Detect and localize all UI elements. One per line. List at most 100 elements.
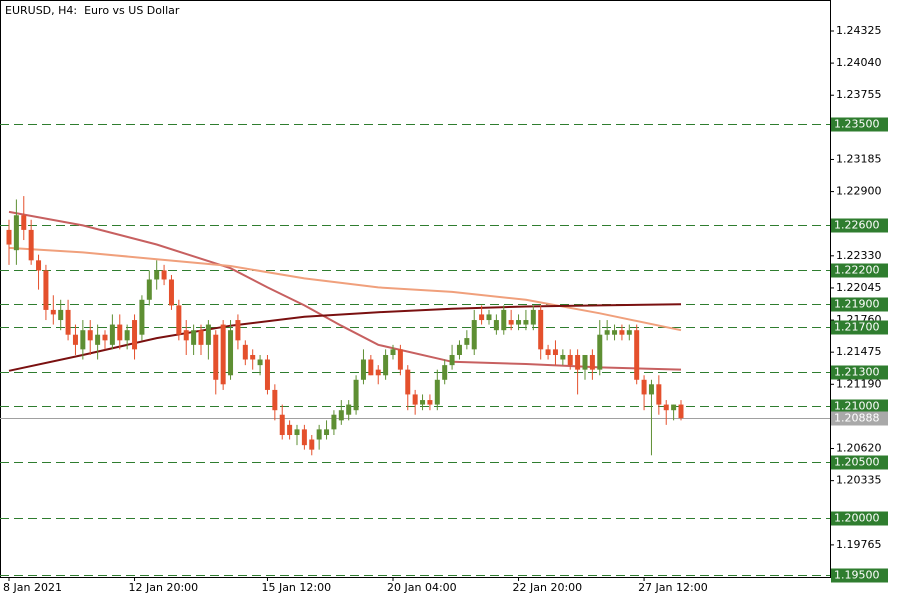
candle-body [154,270,160,280]
x-tick-label: 22 Jan 20:00 [513,581,583,594]
y-tick-label: 1.24040 [836,56,882,69]
candle-body [109,324,115,345]
candle-body [434,379,440,405]
level-label: 1.19500 [834,569,880,582]
candle-body [360,359,366,380]
level-label-box [831,117,888,132]
y-tick-label: 1.24325 [836,24,882,37]
x-tick-label: 15 Jan 12:00 [261,581,331,594]
candle-body [671,404,677,411]
candle-body [508,320,514,325]
candle-body [6,229,12,245]
candle-body [383,354,389,376]
candle-body [228,330,234,376]
candle-body [205,324,211,345]
chart-title: EURUSD, H4: Euro vs US Dollar [5,4,180,17]
candle-body [567,354,573,366]
candle-body [405,369,411,395]
y-tick-label: 1.23185 [836,152,882,165]
candle-body [479,314,485,321]
candle-body [545,349,551,355]
candle-body [538,309,544,350]
level-label-box [831,365,888,380]
level-label-box [831,297,888,312]
candle-body [301,429,307,446]
level-label: 1.22600 [834,219,880,232]
candle-body [220,324,226,385]
candle-body [139,299,145,335]
candle-body [279,414,285,436]
candle-body [560,354,566,360]
level-label: 1.21900 [834,298,880,311]
candle-body [50,309,56,315]
candle-body [353,379,359,411]
y-tick-label: 1.20620 [836,442,882,455]
candle-body [501,309,507,331]
candle-body [168,279,174,306]
level-label: 1.21700 [834,321,880,334]
plot-frame [0,0,831,578]
candle-body [619,330,625,335]
candle-body [442,365,448,380]
candle-body [589,354,595,370]
candle-body [412,394,418,405]
candle-body [612,330,618,335]
level-label: 1.20500 [834,456,880,469]
level-label-box [831,511,888,526]
candle-body [161,270,167,280]
candle-body [427,400,433,405]
y-tick-label: 1.23755 [836,88,882,101]
level-label: 1.22200 [834,264,880,277]
level-label-box [831,320,888,335]
candle-body [552,349,558,355]
level-label-box [831,568,888,583]
candle-body [95,334,101,345]
level-label: 1.23500 [834,118,880,131]
level-label-box [831,263,888,278]
level-label-box [831,399,888,414]
y-tick-label: 1.19765 [836,538,882,551]
x-tick-label: 20 Jan 04:00 [387,581,457,594]
candle-body [471,320,477,350]
current-price-box [831,411,888,426]
candle-body [456,344,462,355]
candle-body [324,429,330,436]
candle-body [176,305,182,335]
candle-body [257,359,263,366]
candle-body [132,320,138,350]
x-tick-label: 12 Jan 20:00 [129,581,199,594]
candle-body [338,410,344,421]
candle-body [530,309,536,325]
level-label-box [831,218,888,233]
candle-body [493,320,499,331]
candle-body [117,324,123,341]
candle-body [678,404,684,419]
level-label: 1.20000 [834,512,880,525]
candle-body [449,354,455,366]
candle-body [213,334,219,380]
candle-body [191,330,197,345]
candle-body [464,338,470,345]
x-tick-label: 27 Jan 12:00 [638,581,708,594]
candle-body [397,349,403,370]
candle-body [294,429,300,436]
candle-body [368,359,374,376]
candle-body [58,309,64,321]
candle-body [13,215,19,251]
current-price-label: 1.20888 [834,412,880,425]
y-tick-label: 1.20335 [836,474,882,487]
x-tick-label: 8 Jan 2021 [3,581,62,594]
candle-body [272,389,278,411]
candle-body [43,270,49,310]
candle-body [604,330,610,335]
candle-body [183,330,189,341]
candle-body [28,229,34,261]
level-label: 1.21000 [834,400,880,413]
candle-body [36,260,42,271]
candle-body [235,320,241,341]
candle-body [198,330,204,345]
candle-body [626,330,632,335]
candle-body [641,379,647,395]
